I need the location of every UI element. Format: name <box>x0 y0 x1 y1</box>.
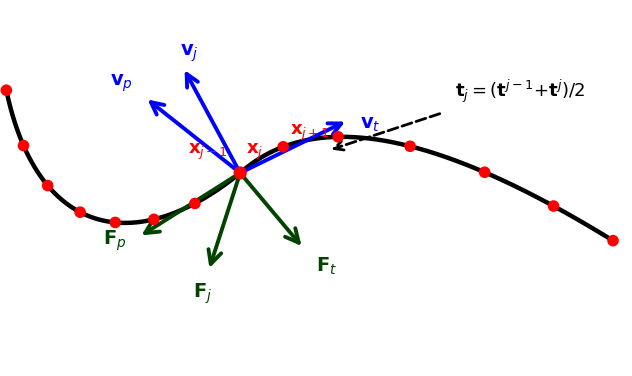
Text: $\mathbf{v}_{t}$: $\mathbf{v}_{t}$ <box>360 115 381 133</box>
Point <box>278 144 288 150</box>
Point <box>235 170 245 176</box>
Text: $\mathbf{F}_{t}$: $\mathbf{F}_{t}$ <box>316 256 337 277</box>
Text: $\mathbf{x}_{j+1}$: $\mathbf{x}_{j+1}$ <box>289 123 329 143</box>
Point <box>333 134 343 140</box>
Text: $\mathbf{x}_{j-1}$: $\mathbf{x}_{j-1}$ <box>188 141 228 162</box>
Point <box>18 143 28 149</box>
Point <box>149 216 159 222</box>
Point <box>608 238 618 244</box>
Point <box>110 220 120 226</box>
Text: $\mathbf{x}_{j}$: $\mathbf{x}_{j}$ <box>246 141 264 162</box>
Point <box>42 183 52 189</box>
Point <box>405 143 415 149</box>
Point <box>480 169 490 175</box>
Text: $\mathbf{v}_{p}$: $\mathbf{v}_{p}$ <box>110 73 133 94</box>
Point <box>549 203 559 209</box>
Point <box>1 87 11 93</box>
Text: $\mathbf{F}_{j}$: $\mathbf{F}_{j}$ <box>193 282 212 306</box>
Point <box>75 209 85 215</box>
Text: $\mathbf{F}_{p}$: $\mathbf{F}_{p}$ <box>103 228 126 253</box>
Point <box>235 170 245 176</box>
Point <box>190 200 200 206</box>
Text: $\mathbf{v}_{j}$: $\mathbf{v}_{j}$ <box>180 42 199 64</box>
Text: $\mathbf{t}_{j}{=}(\mathbf{t}^{j-1}{+}\mathbf{t}^{j})/2$: $\mathbf{t}_{j}{=}(\mathbf{t}^{j-1}{+}\m… <box>455 78 585 105</box>
